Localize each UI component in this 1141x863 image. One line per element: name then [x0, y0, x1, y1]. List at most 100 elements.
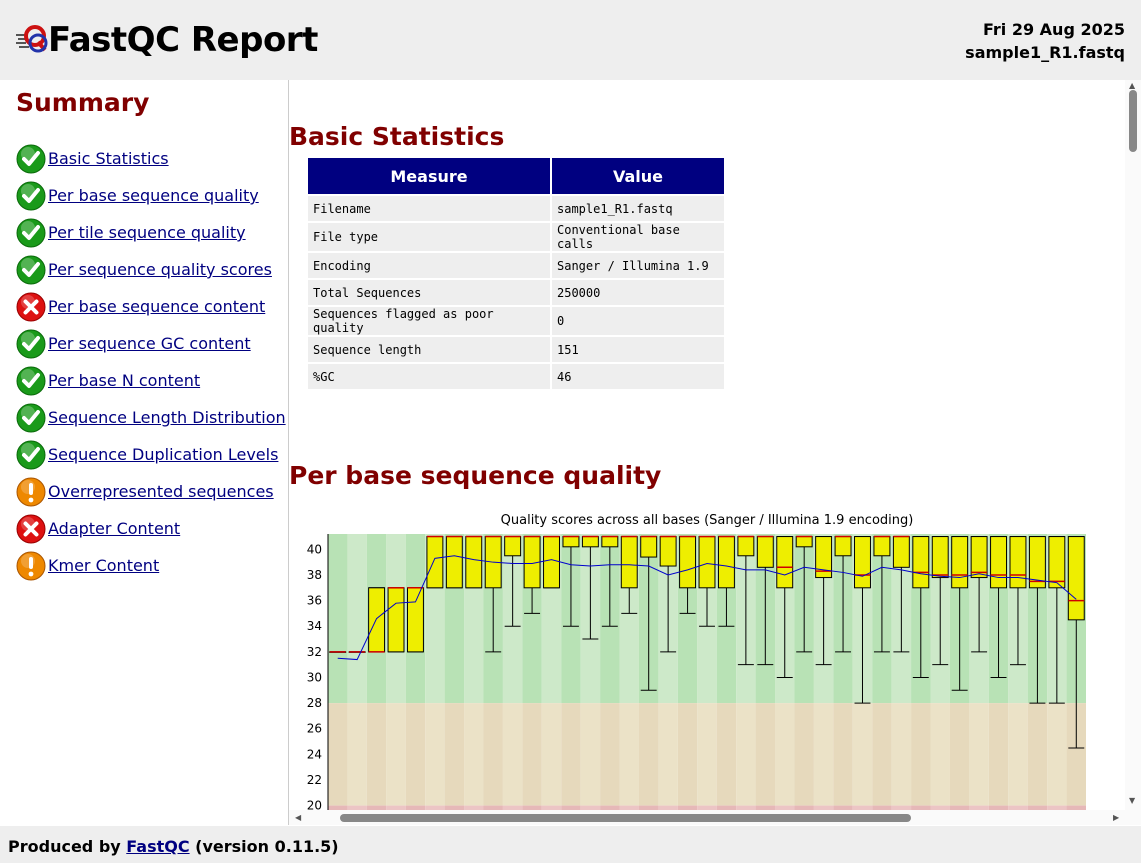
summary-item-link[interactable]: Overrepresented sequences: [48, 482, 274, 501]
poor-quality-band: [1066, 805, 1086, 810]
value-cell: 151: [552, 337, 724, 362]
quality-box: [640, 536, 658, 558]
vertical-scrollbar[interactable]: ▲ ▼: [1125, 80, 1141, 810]
reasonable-quality-band: [949, 703, 970, 806]
quality-box: [1009, 536, 1027, 589]
reasonable-quality-band: [347, 703, 367, 806]
horizontal-scrollbar[interactable]: ◀ ▶: [289, 810, 1141, 825]
reasonable-quality-band: [483, 703, 503, 806]
poor-quality-band: [580, 805, 601, 810]
reasonable-quality-band: [502, 703, 523, 806]
report-date: Fri 29 Aug 2025: [982, 20, 1125, 39]
summary-item[interactable]: Per sequence quality scores: [16, 255, 286, 292]
summary-item[interactable]: Adapter Content: [16, 514, 286, 551]
summary-item-link[interactable]: Per base sequence content: [48, 297, 266, 316]
poor-quality-band: [366, 805, 387, 810]
reasonable-quality-band: [366, 703, 387, 806]
y-tick-label: 28: [307, 696, 322, 710]
quality-box: [717, 536, 735, 589]
reasonable-quality-band: [852, 703, 873, 806]
poor-quality-band: [425, 805, 445, 810]
measure-cell: Encoding: [308, 253, 550, 278]
summary-item-link[interactable]: Per sequence quality scores: [48, 260, 272, 279]
summary-item[interactable]: Sequence Length Distribution: [16, 403, 286, 440]
summary-item[interactable]: Per base N content: [16, 366, 286, 403]
scroll-left-icon[interactable]: ◀: [295, 813, 302, 822]
summary-item-link[interactable]: Basic Statistics: [48, 149, 169, 168]
reasonable-quality-band: [988, 703, 1009, 806]
summary-item[interactable]: Overrepresented sequences: [16, 477, 286, 514]
summary-sidebar: Summary Basic Statistics Per base sequenc…: [0, 80, 289, 825]
scroll-down-icon[interactable]: ▼: [1129, 796, 1136, 805]
y-tick-label: 34: [307, 619, 322, 633]
quality-box: [368, 587, 386, 653]
scroll-right-icon[interactable]: ▶: [1113, 813, 1120, 822]
pass-icon: [16, 255, 46, 285]
footer-version: (version 0.11.5): [195, 837, 339, 856]
quality-box: [892, 536, 910, 568]
summary-item-link[interactable]: Sequence Length Distribution: [48, 408, 286, 427]
vertical-scroll-thumb[interactable]: [1129, 90, 1137, 152]
pass-icon: [16, 329, 46, 359]
summary-item[interactable]: Sequence Duplication Levels: [16, 440, 286, 477]
y-tick-label: 32: [307, 645, 322, 659]
quality-box: [581, 536, 599, 548]
poor-quality-band: [736, 805, 756, 810]
summary-item[interactable]: Kmer Content: [16, 551, 286, 588]
summary-item[interactable]: Per tile sequence quality: [16, 218, 286, 255]
quality-box: [834, 536, 852, 557]
poor-quality-band: [813, 805, 834, 810]
reasonable-quality-band: [541, 703, 562, 806]
pass-icon: [16, 440, 46, 470]
horizontal-scroll-thumb[interactable]: [340, 814, 911, 822]
y-tick-label: 36: [307, 594, 322, 608]
reasonable-quality-band: [619, 703, 639, 806]
scroll-up-icon[interactable]: ▲: [1129, 81, 1136, 90]
poor-quality-band: [911, 805, 931, 810]
main-content[interactable]: Basic Statistics Measure Value Filename s…: [289, 80, 1125, 810]
summary-item-link[interactable]: Per base N content: [48, 371, 201, 390]
value-cell: 46: [552, 364, 724, 389]
footer-prefix: Produced by: [8, 837, 121, 856]
reasonable-quality-band: [464, 703, 484, 806]
reasonable-quality-band: [444, 703, 465, 806]
quality-box: [873, 536, 891, 557]
summary-item[interactable]: Basic Statistics: [16, 144, 286, 181]
reasonable-quality-band: [658, 703, 678, 806]
fail-icon: [16, 292, 46, 322]
poor-quality-band: [600, 805, 620, 810]
summary-item-link[interactable]: Kmer Content: [48, 556, 160, 575]
table-row: File type Conventional base calls: [308, 223, 724, 251]
good-quality-band: [347, 534, 367, 704]
fastqc-link[interactable]: FastQC: [126, 837, 190, 856]
quality-box: [620, 536, 638, 589]
table-row: Sequences flagged as poor quality 0: [308, 307, 724, 335]
table-row: Encoding Sanger / Illumina 1.9: [308, 253, 724, 278]
summary-item-link[interactable]: Per tile sequence quality: [48, 223, 246, 242]
quality-box: [1048, 536, 1066, 589]
poor-quality-band: [1027, 805, 1048, 810]
quality-chart: Quality scores across all bases (Sanger …: [307, 513, 1086, 810]
poor-quality-band: [386, 805, 406, 810]
reasonable-quality-band: [930, 703, 950, 806]
quality-box: [931, 536, 949, 579]
quality-box: [659, 536, 677, 567]
fastqc-logo-icon: [16, 25, 48, 53]
reasonable-quality-band: [425, 703, 445, 806]
summary-item[interactable]: Per sequence GC content: [16, 329, 286, 366]
poor-quality-band: [969, 805, 989, 810]
summary-item-link[interactable]: Per sequence GC content: [48, 334, 251, 353]
reasonable-quality-band: [775, 703, 795, 806]
quality-box: [795, 536, 813, 548]
fail-icon: [16, 514, 46, 544]
summary-item-link[interactable]: Per base sequence quality: [48, 186, 259, 205]
summary-item-link[interactable]: Adapter Content: [48, 519, 181, 538]
summary-item[interactable]: Per base sequence quality: [16, 181, 286, 218]
reasonable-quality-band: [1008, 703, 1028, 806]
reasonable-quality-band: [716, 703, 737, 806]
measure-cell: Sequences flagged as poor quality: [308, 307, 550, 335]
summary-item-link[interactable]: Sequence Duplication Levels: [48, 445, 279, 464]
quality-box: [854, 536, 871, 589]
summary-item[interactable]: Per base sequence content: [16, 292, 286, 329]
summary-title: Summary: [16, 88, 150, 117]
